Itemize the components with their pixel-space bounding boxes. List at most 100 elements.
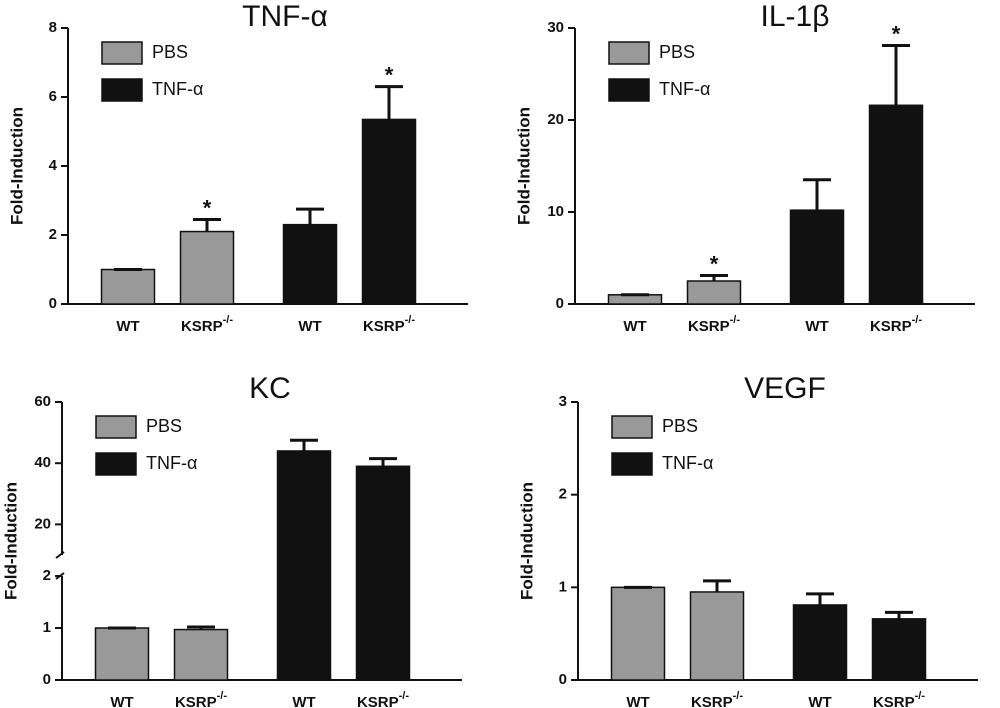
error-bar: [803, 178, 831, 211]
significance-marker: *: [385, 62, 394, 87]
category-superscript: -/-: [217, 690, 228, 702]
legend-label: PBS: [659, 42, 695, 62]
y-tick-label: 40: [34, 454, 51, 471]
legend-label: PBS: [662, 416, 698, 436]
error-bar: [885, 610, 913, 619]
y-axis-label: Fold-Induction: [514, 107, 533, 225]
y-tick-label: 6: [49, 88, 57, 105]
x-tick-label: WT: [116, 318, 139, 335]
y-tick-label: 0: [556, 295, 564, 312]
legend-swatch: [95, 415, 137, 439]
bar: [871, 618, 927, 681]
error-bar: [193, 217, 221, 232]
bar: [282, 223, 338, 305]
x-tick-label: KSRP-/-: [175, 690, 227, 708]
error-bar: [703, 579, 731, 592]
category-superscript: -/-: [733, 690, 744, 702]
category-text: KSRP: [873, 694, 915, 708]
y-tick-label: 8: [49, 19, 57, 36]
x-tick-label: KSRP-/-: [357, 690, 409, 708]
y-tick-label: 0: [43, 671, 51, 688]
error-bar: [700, 273, 728, 281]
x-tick-label: KSRP-/-: [870, 314, 922, 335]
x-tick-label: WT: [292, 694, 315, 708]
legend-swatch: [101, 78, 143, 102]
x-tick-label: KSRP-/-: [873, 690, 925, 708]
category-text: KSRP: [175, 694, 217, 708]
x-tick-label: KSRP-/-: [688, 314, 740, 335]
bar: [355, 465, 411, 681]
axis-break: [55, 551, 65, 559]
category-text: KSRP: [181, 318, 223, 335]
y-tick-label: 1: [559, 578, 567, 595]
legend-label: PBS: [152, 42, 188, 62]
y-axis-label: Fold-Induction: [1, 482, 20, 600]
legend-swatch: [608, 41, 650, 65]
error-bar: [187, 625, 215, 630]
y-axis-label: Fold-Induction: [7, 107, 26, 225]
error-bar: [369, 457, 397, 467]
category-superscript: -/-: [399, 690, 410, 702]
y-axis-label: Fold-Induction: [517, 482, 536, 600]
chart-title: TNF-α: [242, 0, 328, 33]
legend-label: TNF-α: [152, 79, 203, 99]
bar: [276, 450, 332, 681]
y-tick-label: 3: [559, 393, 567, 410]
legend-swatch: [611, 415, 653, 439]
bar: [789, 209, 845, 305]
x-tick-label: KSRP-/-: [363, 314, 415, 335]
chart-title: VEGF: [744, 372, 826, 405]
bar: [868, 104, 924, 305]
legend-label: TNF-α: [662, 453, 713, 473]
legend-swatch: [95, 452, 137, 476]
y-tick-label: 20: [547, 111, 564, 128]
x-tick-label: WT: [808, 694, 831, 708]
category-superscript: -/-: [405, 314, 416, 326]
x-tick-label: WT: [805, 318, 828, 335]
x-tick-label: WT: [298, 318, 321, 335]
category-text: KSRP: [870, 318, 912, 335]
error-bar: [290, 438, 318, 451]
y-tick-label: 20: [34, 515, 51, 532]
y-tick-label: 30: [547, 19, 564, 36]
error-bar: [806, 592, 834, 605]
significance-marker: *: [892, 21, 901, 46]
bar: [100, 268, 156, 305]
category-superscript: -/-: [730, 314, 741, 326]
significance-marker: *: [710, 251, 719, 276]
y-tick-label: 60: [34, 393, 51, 410]
legend-label: TNF-α: [146, 453, 197, 473]
y-tick-label: 2: [559, 486, 567, 503]
category-text: KSRP: [363, 318, 405, 335]
bar: [94, 627, 150, 681]
category-text: KSRP: [688, 318, 730, 335]
bar: [173, 628, 229, 681]
bar: [792, 604, 848, 681]
bar: [179, 230, 235, 305]
error-bar: [882, 43, 910, 106]
x-tick-label: WT: [626, 694, 649, 708]
category-superscript: -/-: [912, 314, 923, 326]
bar: [610, 586, 666, 681]
category-superscript: -/-: [223, 314, 234, 326]
category-text: KSRP: [357, 694, 399, 708]
y-tick-label: 10: [547, 203, 564, 220]
y-tick-label: 2: [43, 567, 51, 584]
chart-title: IL-1β: [761, 0, 830, 33]
x-tick-label: WT: [623, 318, 646, 335]
y-tick-label: 1: [43, 619, 51, 636]
error-bar: [296, 207, 324, 225]
bar: [689, 591, 745, 681]
bar: [361, 118, 417, 305]
legend-swatch: [101, 41, 143, 65]
category-text: KSRP: [691, 694, 733, 708]
error-bar: [375, 85, 403, 120]
legend-swatch: [611, 452, 653, 476]
category-superscript: -/-: [915, 690, 926, 702]
significance-marker: *: [203, 195, 212, 220]
